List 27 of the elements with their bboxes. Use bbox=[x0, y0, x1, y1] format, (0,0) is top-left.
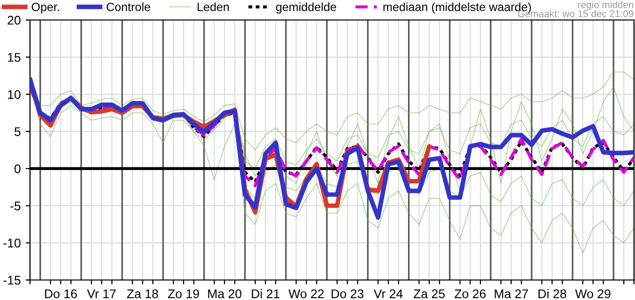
x-tick-label: Vr 17 bbox=[87, 289, 116, 298]
x-tick-label: Za 25 bbox=[414, 289, 445, 298]
x-tick-label: Ma 20 bbox=[208, 289, 242, 298]
y-tick-label: 5 bbox=[14, 127, 20, 136]
y-tick-label: -10 bbox=[3, 238, 20, 248]
y-tick-label: 15 bbox=[8, 53, 20, 62]
y-tick-label: 20 bbox=[8, 16, 20, 25]
x-tick-label: Zo 19 bbox=[168, 289, 199, 298]
legend-label: Oper. bbox=[32, 2, 59, 14]
x-tick-label: Do 23 bbox=[332, 289, 364, 298]
x-tick-label: Di 21 bbox=[252, 289, 280, 298]
x-tick-label: Vr 24 bbox=[374, 289, 403, 298]
legend-label: Controle bbox=[106, 2, 150, 12]
x-tick-label: Ma 27 bbox=[494, 289, 528, 298]
legend-label: Leden bbox=[198, 2, 229, 12]
legend-label: gemiddelde bbox=[276, 2, 336, 14]
x-tick-label: Do 16 bbox=[45, 289, 77, 298]
y-tick-label: 0 bbox=[14, 164, 20, 174]
x-tick-label: Di 28 bbox=[538, 289, 566, 298]
y-tick-label: -15 bbox=[3, 276, 20, 285]
x-tick-label: Zo 26 bbox=[454, 289, 486, 298]
text: regio midden bbox=[578, 1, 634, 10]
y-tick-label: 10 bbox=[8, 90, 20, 99]
x-tick-label: Wo 22 bbox=[288, 289, 324, 298]
x-tick-label: Za 18 bbox=[127, 289, 158, 298]
x-tick-label: Wo 29 bbox=[575, 289, 610, 298]
y-tick-label: -5 bbox=[10, 202, 20, 210]
